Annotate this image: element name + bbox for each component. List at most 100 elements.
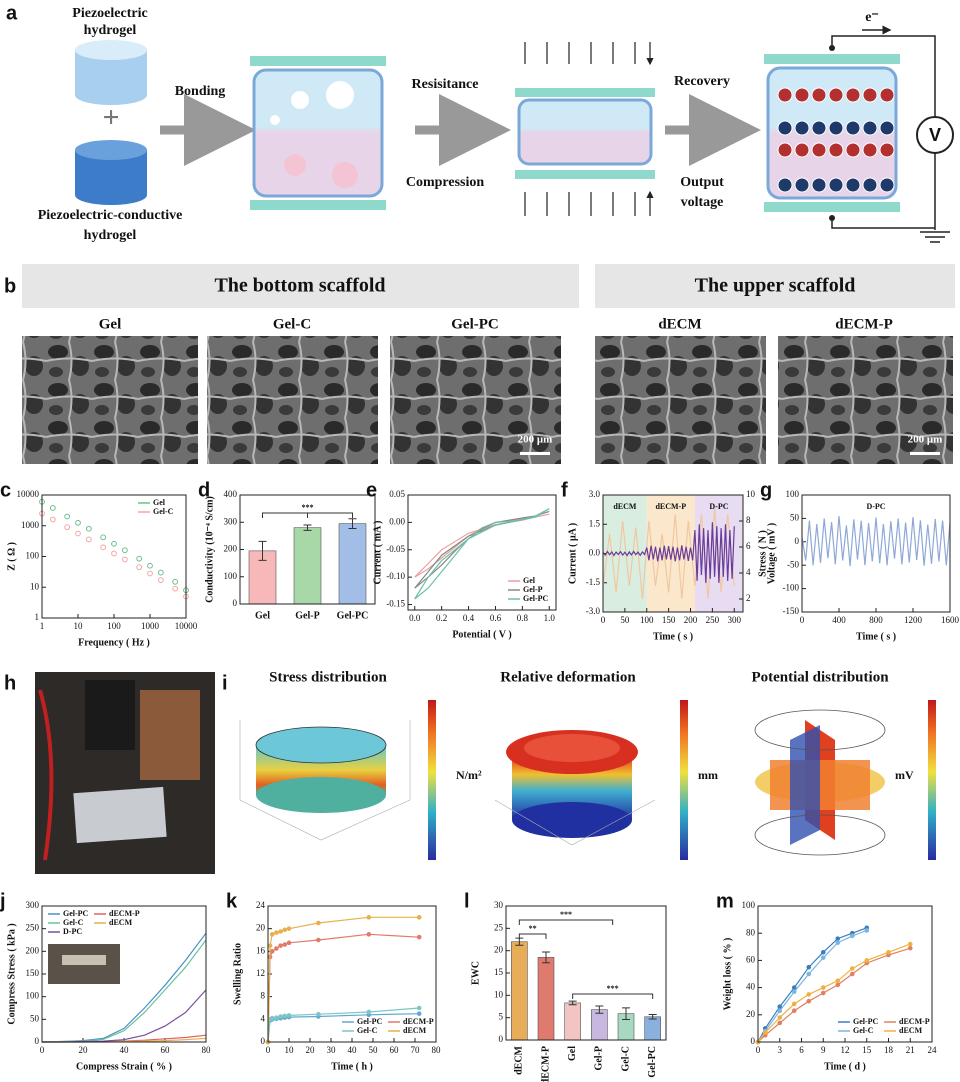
y-axis-label: Swelling Ratio — [232, 943, 243, 1005]
y-axis-label: Conductivity (10⁻⁴ S/cm) — [204, 496, 215, 603]
x-tick-label: 24 — [928, 1045, 938, 1055]
y-tick-label: -1.5 — [586, 577, 601, 587]
error-bar — [568, 1000, 577, 1006]
y-tick-label: 1 — [35, 612, 40, 622]
step-label: voltage — [681, 195, 724, 210]
meter-label: V — [929, 125, 941, 145]
x-tick-label: 1.0 — [544, 613, 556, 623]
sem-image — [207, 336, 378, 464]
data-point — [121, 556, 128, 563]
data-point — [762, 1030, 768, 1035]
x-tick-label: 300 — [728, 615, 742, 625]
y-tick-label: 3.0 — [589, 489, 601, 499]
x-tick-label: 60 — [161, 1045, 171, 1055]
sem-image — [390, 336, 561, 464]
data-point — [416, 1011, 422, 1016]
data-point — [274, 1015, 279, 1020]
x-tick-label: 12 — [841, 1045, 850, 1055]
series-line — [757, 929, 868, 1043]
y-tick-label: -0.05 — [386, 544, 405, 554]
scale-bar — [520, 452, 550, 455]
data-point — [75, 519, 81, 526]
x-tick-label: Gel-C — [620, 1046, 631, 1072]
y-tick-label: -0.10 — [386, 571, 405, 581]
legend-label: Gel-C — [853, 1026, 874, 1035]
y-tick-label: 30 — [494, 900, 504, 910]
y-tick-label: 20 — [494, 945, 504, 955]
bonded-gel — [250, 56, 386, 210]
annotation: D-PC — [866, 502, 885, 511]
y-tick-label: 300 — [26, 900, 40, 910]
legend-label: Gel — [523, 576, 536, 585]
x-tick-label: 1200 — [904, 615, 923, 625]
y-tick-label: 0.05 — [389, 489, 405, 499]
region-label: dECM-P — [655, 502, 686, 511]
bar — [591, 1009, 608, 1041]
data-point — [111, 540, 117, 547]
x-tick-label: 70 — [411, 1045, 421, 1055]
hydrogel-icon — [75, 140, 147, 205]
panel-label: m — [716, 890, 734, 912]
panel-i: i Stress distribution Relative deformati… — [222, 669, 936, 860]
y-tick-label: 100 — [786, 489, 800, 499]
data-point — [777, 1015, 783, 1020]
data-point — [886, 949, 891, 955]
photo-detail — [73, 786, 167, 844]
data-point — [820, 990, 826, 996]
sample-label: hydrogel — [84, 23, 137, 38]
x-tick-label: 0 — [800, 615, 805, 625]
x-tick-label: 0 — [266, 1045, 271, 1055]
x-tick-label: 10 — [74, 621, 84, 631]
data-point — [416, 915, 422, 920]
y-tick-label: 50 — [790, 512, 800, 522]
legend-label: Gel-C — [63, 918, 84, 927]
x-tick-label: 80 — [202, 1045, 212, 1055]
data-point — [267, 943, 273, 948]
data-point — [286, 926, 292, 931]
plot-frame — [602, 494, 744, 613]
data-point — [316, 1011, 321, 1017]
x-tick-label: 6 — [799, 1045, 804, 1055]
y-tick-label: 10 — [494, 989, 504, 999]
x-tick-label: 1 — [40, 621, 45, 631]
x-axis-label: Time ( s ) — [856, 631, 896, 642]
y-tick-label: 100 — [26, 991, 40, 1001]
plot-frame — [801, 494, 951, 613]
data-point — [286, 940, 292, 946]
y-tick-label: 200 — [26, 945, 40, 955]
x-tick-label: 60 — [390, 1045, 400, 1055]
y-tick-label: 0 — [751, 1036, 756, 1046]
data-point — [274, 946, 279, 951]
x-tick-label: 20 — [306, 1045, 316, 1055]
data-point — [85, 536, 92, 543]
photo-detail — [140, 690, 200, 780]
x-tick-label: Gel-PC — [337, 610, 369, 621]
legend-label: Gel-PC — [523, 594, 549, 603]
y-tick-label: 0.00 — [389, 516, 405, 526]
panel-label: b — [4, 275, 16, 297]
data-point — [157, 577, 164, 584]
y-tick-label: 10000 — [17, 489, 40, 499]
legend-label: dECM-P — [403, 1017, 434, 1026]
legend-label: Gel — [153, 498, 166, 507]
legend-label: dECM-P — [899, 1017, 930, 1026]
legend-label: Gel-C — [357, 1026, 378, 1035]
sample-label: dECM — [658, 316, 701, 332]
x-axis-label: Potential ( V ) — [452, 629, 511, 640]
y-tick-label: 80 — [746, 927, 756, 937]
data-point — [777, 1004, 783, 1009]
panel-label: f — [561, 479, 568, 501]
data-point — [416, 1005, 422, 1011]
y-tick-label: 400 — [224, 489, 238, 499]
data-point — [366, 1009, 372, 1015]
y-axis-label: Voltage ( mV ) — [766, 523, 777, 584]
x-tick-label: 50 — [620, 615, 630, 625]
series-line — [801, 516, 951, 567]
x-axis-label: Compress Strain ( % ) — [76, 1061, 172, 1072]
x-axis-label: Frequency ( Hz ) — [78, 637, 150, 648]
data-point — [136, 564, 143, 571]
data-point — [777, 1008, 783, 1014]
y-tick-label: 0 — [499, 1034, 504, 1044]
y-tick-label: 15 — [494, 967, 504, 977]
significance-label: ** — [529, 924, 537, 933]
